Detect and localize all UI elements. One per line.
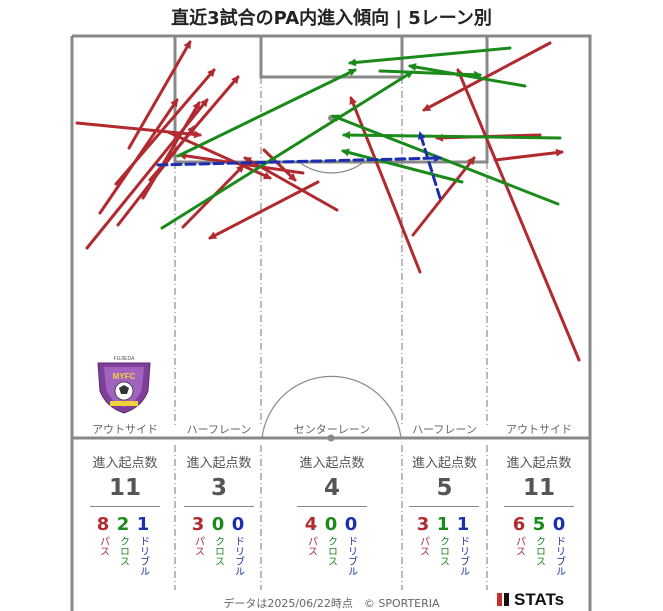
cross-arrow — [160, 70, 414, 230]
stat-underline — [184, 506, 254, 507]
cross-arrow — [348, 46, 512, 67]
pass-arrow — [141, 101, 201, 200]
count-dribble: 1 ドリブル — [456, 514, 470, 576]
brand-logo: STATs — [497, 590, 564, 610]
lane-label-outside-right: アウトサイド — [506, 423, 572, 436]
pass-arrow — [75, 121, 202, 139]
count-cross: 5 クロス — [532, 514, 546, 566]
pass-arrow — [114, 68, 216, 186]
lane-stats-outside-left: 進入起点数 11 — [80, 452, 170, 501]
count-dribble: 0 ドリブル — [552, 514, 566, 576]
cross-arrow — [341, 148, 464, 184]
footer-note: データは2025/06/22時点 © SPORTERIA — [223, 597, 440, 610]
svg-text:FUJIEDA: FUJIEDA — [114, 356, 136, 362]
goal-area — [259, 36, 404, 79]
count-cross: 1 クロス — [436, 514, 450, 566]
lane-stats-halfspace-right: 進入起点数 5 — [402, 452, 487, 501]
svg-text:MYFC: MYFC — [113, 372, 136, 381]
lane-stats-outside-right: 進入起点数 11 — [494, 452, 584, 501]
chart-title: 直近3試合のPA内進入傾向 | 5レーン別 — [171, 8, 492, 29]
brand-text: STATs — [514, 590, 565, 609]
pitch-outline — [70, 34, 592, 611]
dribble-arrow — [156, 154, 442, 167]
stat-underline — [90, 506, 160, 507]
pass-arrow — [493, 148, 564, 162]
center-circle — [261, 375, 402, 439]
stat-underline — [297, 506, 367, 507]
pass-arrow — [422, 41, 552, 112]
count-cross: 0 クロス — [211, 514, 225, 566]
stat-total: 3 — [210, 475, 227, 501]
lane-label-outside-left: アウトサイド — [92, 423, 158, 436]
pass-arrow — [208, 180, 320, 240]
pass-arrow — [349, 96, 422, 274]
club-crest-logo: MYFC FUJIEDA — [97, 356, 151, 414]
cross-arrow — [378, 69, 482, 79]
arrow-layer — [75, 40, 581, 362]
count-pass: 4 パス — [304, 514, 318, 556]
lane-stats-halfspace-left: 進入起点数 3 — [176, 452, 262, 501]
lane-label-center: センターレーン — [293, 423, 371, 436]
stat-underline — [409, 506, 479, 507]
stat-header: 進入起点数 — [299, 456, 365, 471]
stat-header: 進入起点数 — [506, 456, 572, 471]
pass-arrow — [411, 156, 476, 237]
stat-header: 進入起点数 — [411, 456, 477, 471]
count-pass: 6 パス — [512, 514, 526, 556]
stat-total: 11 — [108, 475, 141, 501]
dribble-arrow — [417, 131, 442, 200]
center-spot — [327, 434, 335, 442]
count-pass: 3 パス — [191, 514, 205, 556]
count-dribble: 1 ドリブル — [136, 514, 150, 576]
pass-arrow — [262, 148, 297, 182]
stat-total: 11 — [522, 475, 555, 501]
count-cross: 0 クロス — [324, 514, 338, 566]
penalty-arc — [298, 161, 365, 174]
cross-arrow — [331, 114, 560, 206]
count-pass: 3 パス — [416, 514, 430, 556]
cross-arrow — [176, 68, 357, 158]
stat-underline — [504, 506, 574, 507]
stat-header: 進入起点数 — [92, 456, 158, 471]
pass-arrow — [456, 68, 581, 362]
count-dribble: 0 ドリブル — [231, 514, 245, 576]
lane-label-halfspace-right: ハーフレーン — [412, 423, 477, 436]
pass-arrow — [148, 75, 240, 182]
lane-stats-center: 進入起点数 4 — [282, 452, 382, 501]
cross-arrow — [342, 131, 562, 140]
stat-total: 5 — [436, 475, 453, 501]
count-cross: 2 クロス — [116, 514, 130, 566]
lane-label-halfspace-left: ハーフレーン — [186, 423, 252, 436]
stat-header: 進入起点数 — [186, 456, 252, 471]
count-pass: 8 パス — [96, 514, 110, 556]
count-dribble: 0 ドリブル — [344, 514, 358, 576]
stat-total: 4 — [323, 475, 340, 501]
